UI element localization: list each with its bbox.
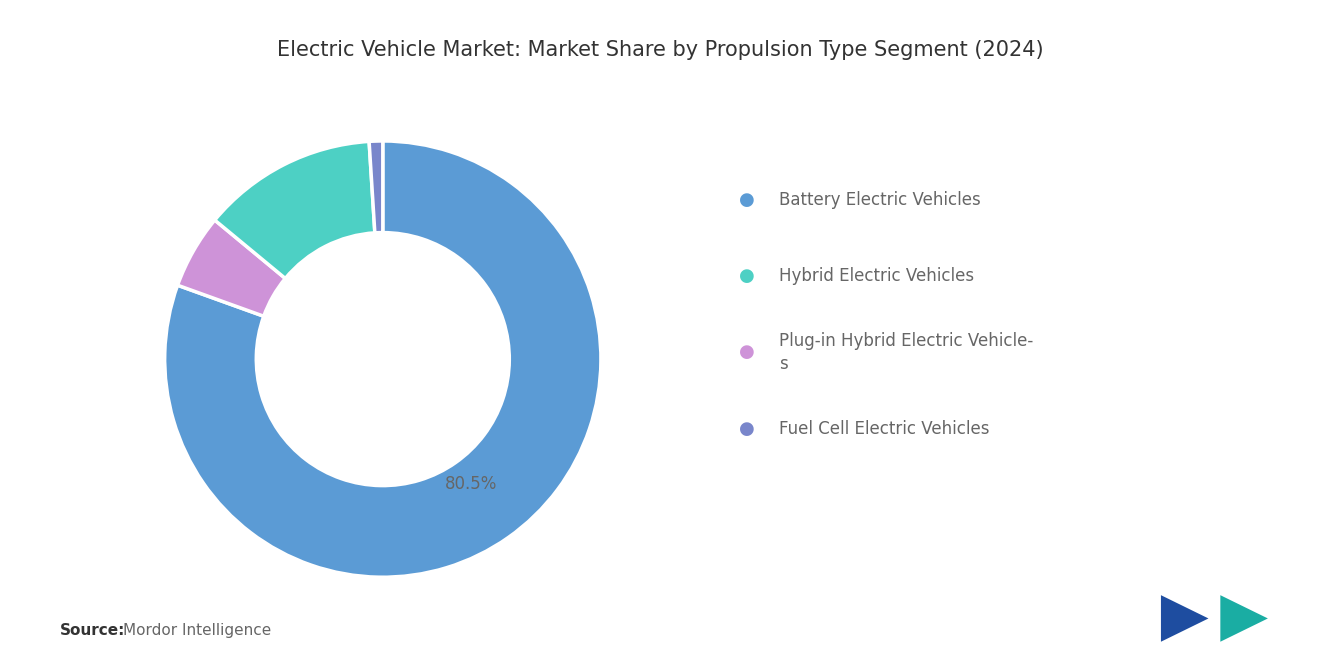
- Text: Battery Electric Vehicles: Battery Electric Vehicles: [779, 190, 981, 209]
- Wedge shape: [165, 141, 601, 577]
- Text: ●: ●: [739, 190, 755, 209]
- Text: ●: ●: [739, 343, 755, 362]
- Text: Plug-in Hybrid Electric Vehicle-
s: Plug-in Hybrid Electric Vehicle- s: [779, 332, 1034, 372]
- Wedge shape: [215, 142, 375, 279]
- Text: Electric Vehicle Market: Market Share by Propulsion Type Segment (2024): Electric Vehicle Market: Market Share by…: [277, 40, 1043, 60]
- Text: Hybrid Electric Vehicles: Hybrid Electric Vehicles: [779, 267, 974, 285]
- Text: Source:: Source:: [59, 623, 125, 638]
- Polygon shape: [1162, 595, 1209, 642]
- Text: Mordor Intelligence: Mordor Intelligence: [123, 623, 271, 638]
- Wedge shape: [370, 141, 383, 233]
- Text: ●: ●: [739, 267, 755, 285]
- Text: ●: ●: [739, 420, 755, 438]
- Polygon shape: [1220, 595, 1267, 642]
- Wedge shape: [178, 220, 285, 317]
- Text: Fuel Cell Electric Vehicles: Fuel Cell Electric Vehicles: [779, 420, 989, 438]
- Text: 80.5%: 80.5%: [445, 475, 496, 493]
